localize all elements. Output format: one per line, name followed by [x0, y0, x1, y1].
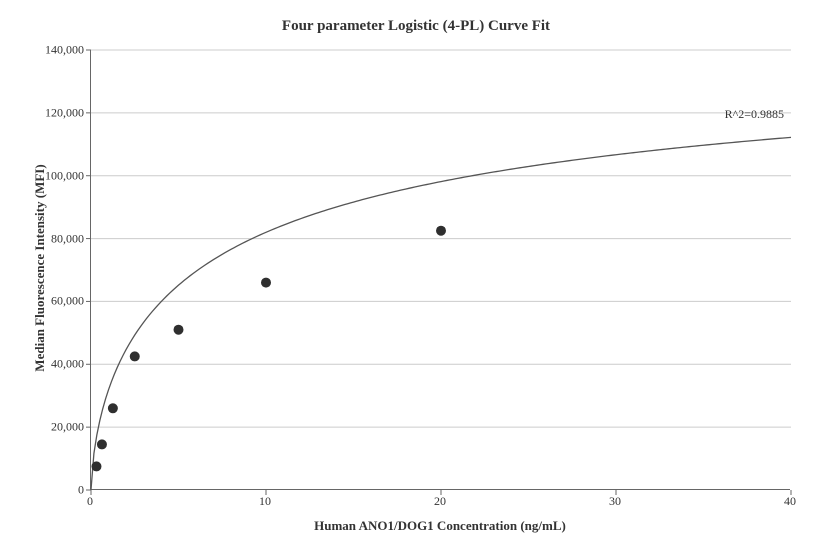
x-axis-label: Human ANO1/DOG1 Concentration (ng/mL): [90, 518, 790, 534]
data-point: [91, 461, 101, 471]
x-tick-label: 40: [784, 494, 796, 509]
chart-title: Four parameter Logistic (4-PL) Curve Fit: [0, 18, 832, 35]
plot-area: R^2=0.9885: [90, 50, 790, 490]
fit-curve: [91, 137, 791, 489]
data-point: [130, 351, 140, 361]
y-tick-label: 120,000: [0, 105, 84, 120]
data-point: [436, 226, 446, 236]
x-tick-label: 10: [259, 494, 271, 509]
x-tick-label: 30: [609, 494, 621, 509]
x-tick-label: 20: [434, 494, 446, 509]
y-tick-label: 140,000: [0, 43, 84, 58]
y-tick-container: 020,00040,00060,00080,000100,000120,0001…: [0, 50, 90, 490]
x-tick-label: 0: [87, 494, 93, 509]
plot-svg: [85, 50, 797, 496]
y-tick-label: 20,000: [0, 420, 84, 435]
x-tick-container: 010203040: [90, 490, 790, 515]
data-point: [108, 403, 118, 413]
y-tick-label: 80,000: [0, 231, 84, 246]
chart-container: Four parameter Logistic (4-PL) Curve Fit…: [0, 0, 832, 560]
y-tick-label: 40,000: [0, 357, 84, 372]
data-point: [174, 325, 184, 335]
data-point: [97, 439, 107, 449]
y-tick-label: 60,000: [0, 294, 84, 309]
r-squared-annotation: R^2=0.9885: [725, 107, 784, 122]
y-tick-label: 100,000: [0, 168, 84, 183]
y-tick-label: 0: [0, 483, 84, 498]
data-point: [261, 278, 271, 288]
